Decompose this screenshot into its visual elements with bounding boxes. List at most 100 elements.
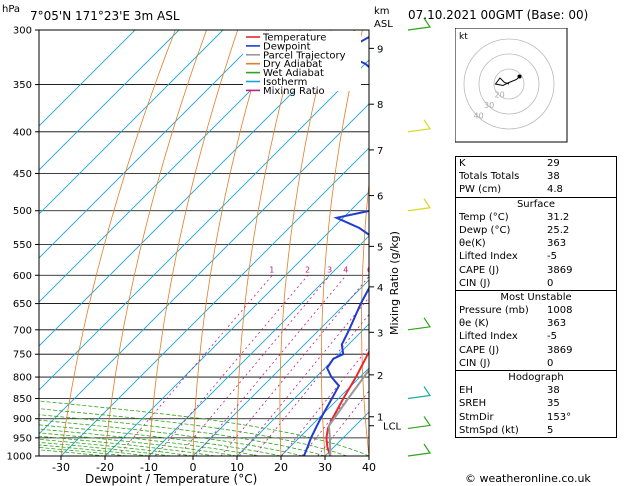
surface-row: CIN (J) 0 — [456, 277, 616, 290]
isotherm-line — [39, 30, 312, 303]
x-tick-label: 10 — [230, 461, 244, 474]
hodo-stat-row: StmSpd (kt) 5 — [456, 424, 616, 437]
hodo-stat-value: 35 — [547, 398, 560, 410]
hodograph-storm-dot — [517, 74, 522, 79]
height-tick-label: 4 — [377, 283, 383, 294]
dry-adiabat-line — [104, 30, 207, 456]
unstable-value: -5 — [547, 331, 557, 343]
height-tick-label: 3 — [377, 328, 383, 339]
y-tick-label: 350 — [13, 80, 32, 91]
series-temperature — [325, 350, 369, 456]
height-tick-label: 6 — [377, 192, 383, 203]
x-tick-label: 0 — [190, 461, 197, 474]
y-tick-label: 600 — [13, 271, 32, 282]
footer-copyright: © weatheronline.co.uk — [465, 472, 591, 485]
legend-label: Dry Adiabat — [263, 59, 322, 70]
height-axis-unit-km: km — [374, 6, 390, 17]
mixing-ratio-line — [238, 296, 369, 456]
legend-label: Isotherm — [263, 77, 307, 88]
unstable-value: 0 — [547, 357, 554, 369]
dry-adiabat-line — [279, 30, 332, 456]
surface-row: θe(K) 363 — [456, 237, 616, 250]
wet-adiabat-line — [39, 432, 238, 456]
surface-value: 25.2 — [547, 224, 570, 236]
hodo-stat-key: StmSpd (kt) — [459, 424, 519, 436]
y-tick-label: 300 — [13, 26, 32, 37]
mixing-ratio-label: 3 — [327, 265, 332, 274]
hodograph-ring-label: 20 — [495, 91, 505, 100]
dry-adiabat-line — [192, 30, 270, 456]
dry-adiabat-line — [320, 30, 363, 456]
legend-label: Mixing Ratio — [263, 86, 325, 97]
y-tick-label: 450 — [13, 169, 32, 180]
mixing-ratio-label: 4 — [343, 265, 348, 274]
mixing-ratio-label: 20 — [443, 265, 453, 274]
x-tick-label: -20 — [96, 461, 114, 474]
isotherm-line — [148, 235, 369, 456]
y-axis-unit: hPa — [2, 4, 20, 15]
legend-box — [243, 31, 361, 91]
y-tick-label: 650 — [13, 299, 32, 310]
mixing-ratio-line — [281, 346, 369, 456]
stats-table: K 29 Totals Totals 38 PW (cm) 4.8 Surface Tem… — [455, 156, 617, 438]
most-unstable-title: Most Unstable — [500, 291, 572, 303]
wind-barb — [407, 416, 432, 430]
hodograph-ring — [493, 68, 525, 100]
unstable-row: Lifted Index -5 — [456, 330, 616, 343]
mixing-ratio-line — [195, 275, 347, 456]
height-axis-unit-asl: ASL — [374, 19, 393, 30]
isotherm-line — [39, 59, 369, 391]
indices-block: K 29 Totals Totals 38 PW (cm) 4.8 — [456, 157, 616, 197]
x-tick-label: -10 — [140, 461, 158, 474]
isotherm-line — [39, 30, 268, 259]
isotherm-line — [60, 147, 369, 456]
isotherm-line — [104, 191, 369, 456]
y-tick-label: 850 — [13, 394, 32, 405]
isotherm-line — [39, 30, 224, 215]
height-tick-label: 1 — [377, 413, 383, 424]
hodo-stat-key: EH — [459, 385, 473, 397]
surface-key: CIN (J) — [459, 277, 491, 289]
index-row: K 29 — [456, 157, 616, 170]
wind-barb — [407, 198, 432, 212]
surface-key: Dewp (°C) — [459, 224, 511, 236]
y-tick-label: 1000 — [7, 452, 32, 463]
hodo-stat-value: 153° — [547, 411, 572, 423]
mixing-ratio-label: 6 — [367, 265, 372, 274]
wet-adiabat-line — [39, 408, 348, 456]
index-row: PW (cm) 4.8 — [456, 183, 616, 196]
hodo-stat-value: 5 — [547, 424, 554, 436]
surface-key: Temp (°C) — [459, 211, 509, 223]
index-key: K — [459, 158, 466, 169]
x-axis-label: Dewpoint / Temperature (°C) — [85, 472, 257, 486]
height-tick-label: 5 — [377, 242, 383, 253]
wet-adiabat-line — [39, 435, 216, 456]
unstable-row: Pressure (mb) 1008 — [456, 304, 616, 317]
series-dewpoint — [302, 35, 369, 456]
index-value: 4.8 — [547, 184, 563, 196]
index-row: Totals Totals 38 — [456, 170, 616, 183]
hodo-stat-row: StmDir 153° — [456, 411, 616, 424]
y-tick-label: 550 — [13, 240, 32, 251]
unstable-row: CIN (J) 0 — [456, 357, 616, 370]
hodo-stat-key: StmDir — [459, 411, 494, 423]
y-tick-label: 400 — [13, 127, 32, 138]
mixing-ratio-label: 2 — [305, 265, 310, 274]
surface-key: θe(K) — [459, 238, 486, 250]
hodograph-ring-label: 30 — [484, 101, 494, 110]
isotherm-line — [39, 30, 136, 127]
mixing-ratio-line — [253, 313, 369, 456]
mixing-ratio-label: 15 — [424, 265, 434, 274]
legend-label: Temperature — [262, 33, 326, 44]
y-tick-label: 500 — [13, 206, 32, 217]
surface-row: CAPE (J) 3869 — [456, 264, 616, 277]
surface-row: Lifted Index -5 — [456, 250, 616, 263]
height-tick-label: LCL — [383, 422, 402, 433]
y-tick-label: 700 — [13, 325, 32, 336]
unstable-key: CAPE (J) — [459, 344, 500, 356]
location-title: 7°05'N 171°23'E 3m ASL — [30, 9, 180, 23]
index-key: PW (cm) — [459, 184, 502, 196]
mixing-ratio-line — [154, 275, 309, 456]
